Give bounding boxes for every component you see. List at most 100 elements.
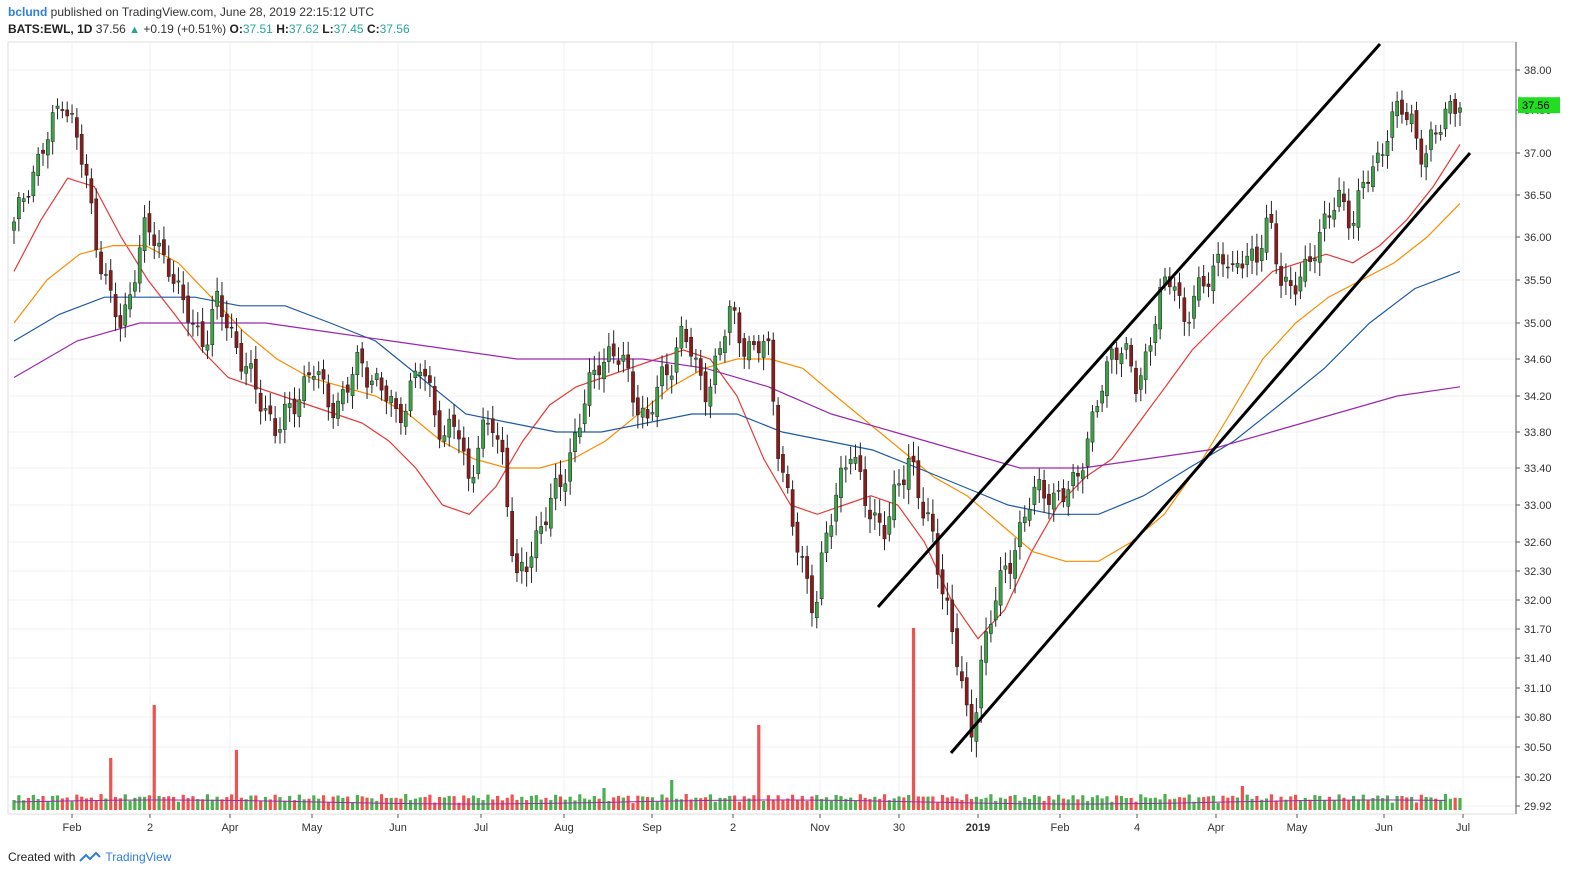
volume-bar	[718, 797, 722, 810]
volume-bar	[703, 797, 708, 810]
candle-body	[394, 398, 398, 409]
volume-bar	[631, 803, 635, 810]
candle-body	[1274, 223, 1279, 265]
candle-body	[887, 516, 892, 535]
candle-body	[636, 397, 640, 416]
volume-bar	[147, 795, 152, 810]
channel-trendline[interactable]	[949, 152, 1472, 754]
candle-body	[31, 171, 36, 196]
candle-body	[524, 566, 529, 572]
candle-body	[341, 389, 345, 405]
time-tick-label: Nov	[810, 822, 830, 834]
author-name[interactable]: bclund	[8, 5, 48, 19]
candle-body	[495, 435, 500, 440]
candle-body	[1235, 263, 1240, 268]
candle-body	[1337, 190, 1341, 207]
volume-bar	[882, 794, 887, 810]
volume-bar	[239, 797, 243, 810]
candle-body	[1206, 283, 1211, 287]
candle-body	[287, 403, 292, 408]
candle-body	[1221, 254, 1225, 265]
candle-body	[1022, 516, 1027, 524]
candle-body	[742, 338, 747, 357]
candle-body	[239, 343, 244, 372]
candle-body	[1105, 361, 1109, 396]
candle-body	[1032, 486, 1037, 505]
candle-body	[316, 371, 321, 375]
volume-bar	[384, 797, 388, 810]
candle-body	[577, 427, 582, 438]
volume-bar	[288, 795, 292, 810]
volume-bar	[244, 799, 248, 810]
candle-body	[50, 112, 55, 142]
time-tick-label: 2	[730, 822, 736, 834]
candle-body	[229, 326, 234, 329]
candle-body	[1158, 287, 1163, 330]
price-axis[interactable]: 38.0037.5037.0036.5036.0035.5035.0034.60…	[1515, 42, 1560, 814]
price-tick-label: 31.40	[1524, 653, 1552, 665]
candle-body	[940, 569, 945, 595]
volume-bar	[1322, 800, 1327, 810]
candle-body	[539, 526, 543, 534]
candle-body	[723, 336, 727, 353]
chart-header: bclund published on TradingView.com, Jun…	[8, 4, 410, 39]
candle-body	[166, 258, 171, 277]
candle-body	[713, 355, 718, 386]
candle-body	[186, 295, 190, 323]
candle-body	[761, 341, 766, 358]
time-tick-label: 4	[1134, 822, 1140, 834]
volume-bar	[771, 799, 775, 810]
volume-bar	[481, 800, 485, 810]
volume-bar	[1298, 800, 1303, 810]
candle-body	[282, 403, 287, 430]
trend-channel[interactable]	[876, 43, 1472, 754]
volume-bar	[583, 798, 587, 810]
channel-trendline[interactable]	[876, 43, 1382, 608]
volume-bar	[1376, 795, 1380, 810]
volume-bar	[1303, 797, 1307, 810]
volume-bar	[389, 797, 393, 810]
tradingview-brand[interactable]: TradingView	[105, 850, 172, 864]
volume-bar	[1250, 798, 1254, 810]
volume-bar	[529, 795, 534, 810]
candle-body	[1192, 295, 1196, 319]
volume-bar	[1221, 795, 1225, 810]
volume-bar	[708, 794, 713, 810]
price-tick-label: 31.10	[1524, 683, 1552, 695]
candle-body	[611, 343, 616, 357]
candle-body	[515, 553, 519, 574]
candle-body	[505, 447, 510, 508]
plot-frame	[7, 41, 1517, 815]
volume-bar	[1293, 794, 1298, 810]
candle-body	[752, 341, 756, 345]
time-axis[interactable]: Feb 2 Apr May Jun Jul Aug Sep 2 Nov 30 2019 Feb 4 Apr M…	[63, 814, 1471, 834]
volume-bar	[1052, 799, 1056, 810]
volume-bar	[234, 750, 239, 810]
candle-body	[1380, 154, 1385, 156]
candle-body	[447, 418, 452, 438]
candle-body	[311, 376, 316, 380]
volume-bar	[80, 796, 84, 810]
volume-bar	[926, 796, 930, 810]
price-tick-label: 35.50	[1524, 275, 1552, 287]
volume-bar	[1410, 796, 1414, 810]
candle-body	[998, 570, 1003, 606]
volume-bar	[273, 794, 277, 810]
candle-body	[399, 404, 403, 424]
volume-bar	[292, 800, 297, 810]
candle-body	[800, 556, 805, 558]
candle-body	[1298, 276, 1303, 292]
candle-body	[191, 323, 195, 325]
volume-bar	[713, 801, 717, 810]
volume-bar	[210, 799, 214, 810]
volume-bar	[679, 799, 683, 810]
candle-body	[360, 348, 365, 364]
candle-body	[1051, 492, 1056, 510]
candle-body	[1356, 190, 1361, 228]
candle-body	[1177, 282, 1182, 296]
volume-bar	[752, 795, 756, 810]
candle-body	[582, 403, 587, 425]
volume-bar	[60, 798, 64, 810]
volume-bar	[1439, 800, 1443, 810]
